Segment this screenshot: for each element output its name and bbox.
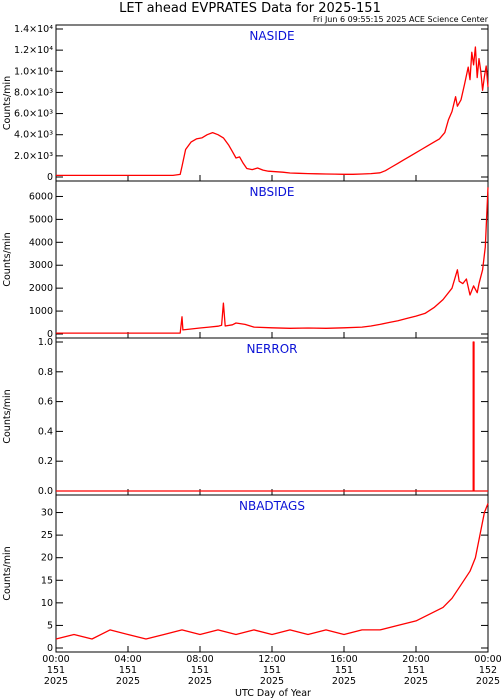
y-tick-label: 2000: [29, 283, 53, 294]
panel-frame: [55, 24, 489, 182]
x-tick-day: 152: [479, 665, 497, 676]
y-tick-label: 6000: [29, 191, 53, 202]
y-tick-label: 0.4: [38, 426, 53, 437]
x-tick-time: 12:00: [258, 654, 285, 665]
y-tick-label: 0: [47, 172, 53, 183]
y-tick-label: 4.0×10³: [14, 130, 53, 141]
x-tick-labels: 00:00151202504:00151202508:00151202512:0…: [42, 654, 501, 687]
panel-title: NBADTAGS: [239, 499, 305, 513]
y-axis-label: Counts/min: [2, 232, 13, 286]
y-tick-label: 25: [41, 530, 53, 541]
y-tick-label: 20: [41, 553, 53, 564]
y-tick-label: 5: [47, 620, 53, 631]
y-tick-label: 0: [47, 643, 53, 654]
chart-title: LET ahead EVPRATES Data for 2025-151: [119, 1, 381, 16]
x-tick-year: 2025: [116, 676, 140, 687]
panel-title: NBSIDE: [250, 185, 295, 199]
series-line-nerror: [56, 341, 488, 492]
y-axis-label: Counts/min: [2, 76, 13, 130]
x-tick-time: 20:00: [402, 654, 429, 665]
panel-nbside: 0 1000 2000 3000 4000 5000 6000 Counts/min NBSID…: [2, 180, 489, 340]
x-tick-time: 00:00: [474, 654, 501, 665]
x-tick-year: 2025: [476, 676, 500, 687]
panel-frame: [55, 494, 489, 653]
panel-nerror: 0.0 0.2 0.4 0.6 0.8 1.0 Counts/min NERROR: [2, 337, 489, 497]
x-tick-day: 151: [119, 665, 137, 676]
x-tick-year: 2025: [44, 676, 68, 687]
y-tick-label: 6.0×10³: [14, 109, 53, 120]
series-line-nbside: [56, 187, 489, 334]
panel-nbadtags: 0 5 10 15 20 25 30 Counts/min NBADTAGS: [2, 494, 489, 654]
y-tick-label: 0.0: [38, 486, 53, 497]
series-line-nbadtags: [55, 503, 489, 640]
y-tick-label: 8.0×10³: [14, 87, 53, 98]
x-tick-year: 2025: [332, 676, 356, 687]
x-axis-label: UTC Day of Year: [235, 688, 311, 699]
series-line-naside: [56, 46, 489, 177]
y-axis-label: Counts/min: [2, 546, 13, 600]
y-tick-label: 3000: [29, 260, 53, 271]
y-tick-label: 1.2×10⁴: [14, 45, 53, 56]
x-tick-year: 2025: [404, 676, 428, 687]
panel-title: NASIDE: [249, 29, 294, 43]
chart-subtitle: Fri Jun 6 09:55:15 2025 ACE Science Cent…: [313, 15, 489, 24]
y-tick-label: 1.0×10⁴: [14, 66, 53, 77]
x-tick-day: 151: [335, 665, 353, 676]
x-tick-year: 2025: [188, 676, 212, 687]
x-tick-time: 04:00: [114, 654, 141, 665]
x-tick-time: 00:00: [42, 654, 69, 665]
y-tick-label: 1000: [29, 306, 53, 317]
y-tick-label: 1.0: [38, 337, 53, 348]
panel-naside: 0 2.0×10³ 4.0×10³ 6.0×10³ 8.0×10³ 1.0×10⁴ 1.2×…: [2, 24, 489, 183]
x-tick-day: 151: [47, 665, 65, 676]
y-tick-label: 0.8: [38, 367, 53, 378]
y-axis-label: Counts/min: [2, 389, 13, 443]
y-tick-label: 0.2: [38, 456, 53, 467]
panel-title: NERROR: [246, 342, 297, 356]
x-tick-time: 16:00: [330, 654, 357, 665]
y-tick-label: 30: [41, 508, 53, 519]
y-tick-label: 0: [47, 329, 53, 340]
y-tick-label: 1.4×10⁴: [14, 24, 53, 35]
panel-frame: [55, 337, 489, 496]
panels: 0 2.0×10³ 4.0×10³ 6.0×10³ 8.0×10³ 1.0×10⁴ 1.2×…: [2, 24, 489, 654]
y-tick-label: 2.0×10³: [14, 151, 53, 162]
x-tick-day: 151: [191, 665, 209, 676]
y-tick-label: 4000: [29, 237, 53, 248]
y-tick-label: 10: [41, 598, 53, 609]
y-tick-label: 15: [41, 575, 53, 586]
x-tick-year: 2025: [260, 676, 284, 687]
x-tick-day: 151: [407, 665, 425, 676]
x-tick-day: 151: [263, 665, 281, 676]
y-tick-label: 0.6: [38, 397, 53, 408]
x-tick-time: 08:00: [186, 654, 213, 665]
y-tick-label: 5000: [29, 214, 53, 225]
